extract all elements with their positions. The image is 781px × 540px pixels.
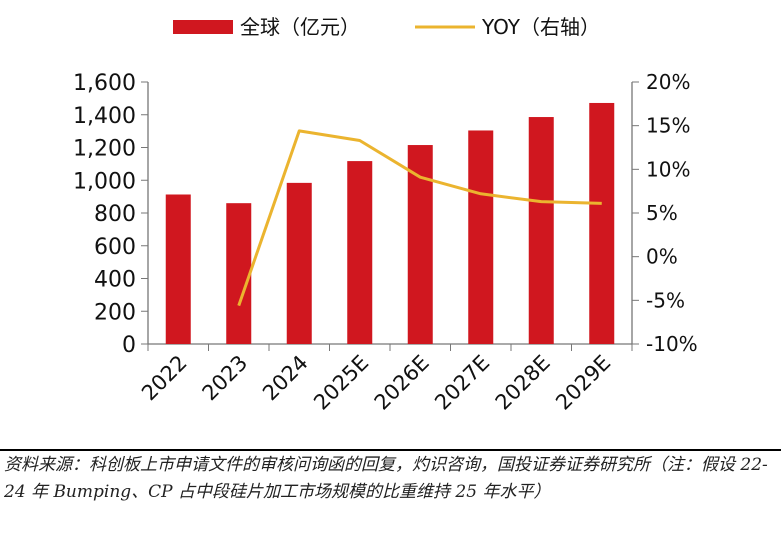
legend-bar-swatch — [173, 20, 233, 34]
right-tick-label: 15% — [646, 114, 690, 138]
left-tick-label: 1,000 — [73, 169, 136, 194]
left-tick-label: 1,200 — [73, 137, 136, 162]
divider — [0, 449, 781, 451]
right-tick-label: 0% — [646, 245, 678, 269]
right-tick-label: 10% — [646, 157, 690, 181]
x-tick-label: 2026E — [370, 351, 434, 415]
left-tick-label: 600 — [94, 235, 136, 260]
x-tick-label: 2027E — [430, 351, 494, 415]
x-tick-label: 2024 — [258, 351, 313, 406]
bar-2028E — [528, 117, 554, 344]
bar-2026E — [407, 145, 433, 344]
legend-bar-label: 全球（亿元） — [240, 15, 360, 39]
x-tick-label: 2025E — [309, 351, 373, 415]
left-tick-label: 800 — [94, 202, 136, 227]
left-tick-label: 1,600 — [73, 71, 136, 96]
x-tick-label: 2022 — [137, 351, 192, 406]
right-tick-label: 5% — [646, 201, 678, 225]
left-tick-label: 1,400 — [73, 104, 136, 129]
left-tick-label: 400 — [94, 268, 136, 293]
legend-line-label: YOY（右轴） — [481, 15, 600, 39]
bar-2027E — [468, 130, 494, 344]
bar-2029E — [589, 102, 615, 345]
bar-2023 — [226, 203, 252, 344]
bar-2024 — [286, 182, 312, 344]
left-tick-label: 0 — [122, 333, 136, 358]
source-note: 资料来源：科创板上市申请文件的审核问询函的回复，灼识咨询，国投证券证券研究所（注… — [4, 455, 768, 502]
bar-2022 — [165, 194, 191, 344]
right-tick-label: -5% — [646, 288, 685, 312]
bar-2025E — [347, 161, 373, 344]
chart-svg: 0 200 400 600 800 1,000 1,200 1,400 1,600 -10% -5%… — [73, 15, 698, 415]
x-tick-label: 2029E — [551, 351, 615, 415]
x-tick-label: 2023 — [198, 351, 253, 406]
x-tick-label: 2028E — [491, 351, 555, 415]
right-tick-label: -10% — [646, 332, 698, 356]
right-tick-label: 20% — [646, 70, 690, 94]
left-tick-label: 200 — [94, 300, 136, 325]
